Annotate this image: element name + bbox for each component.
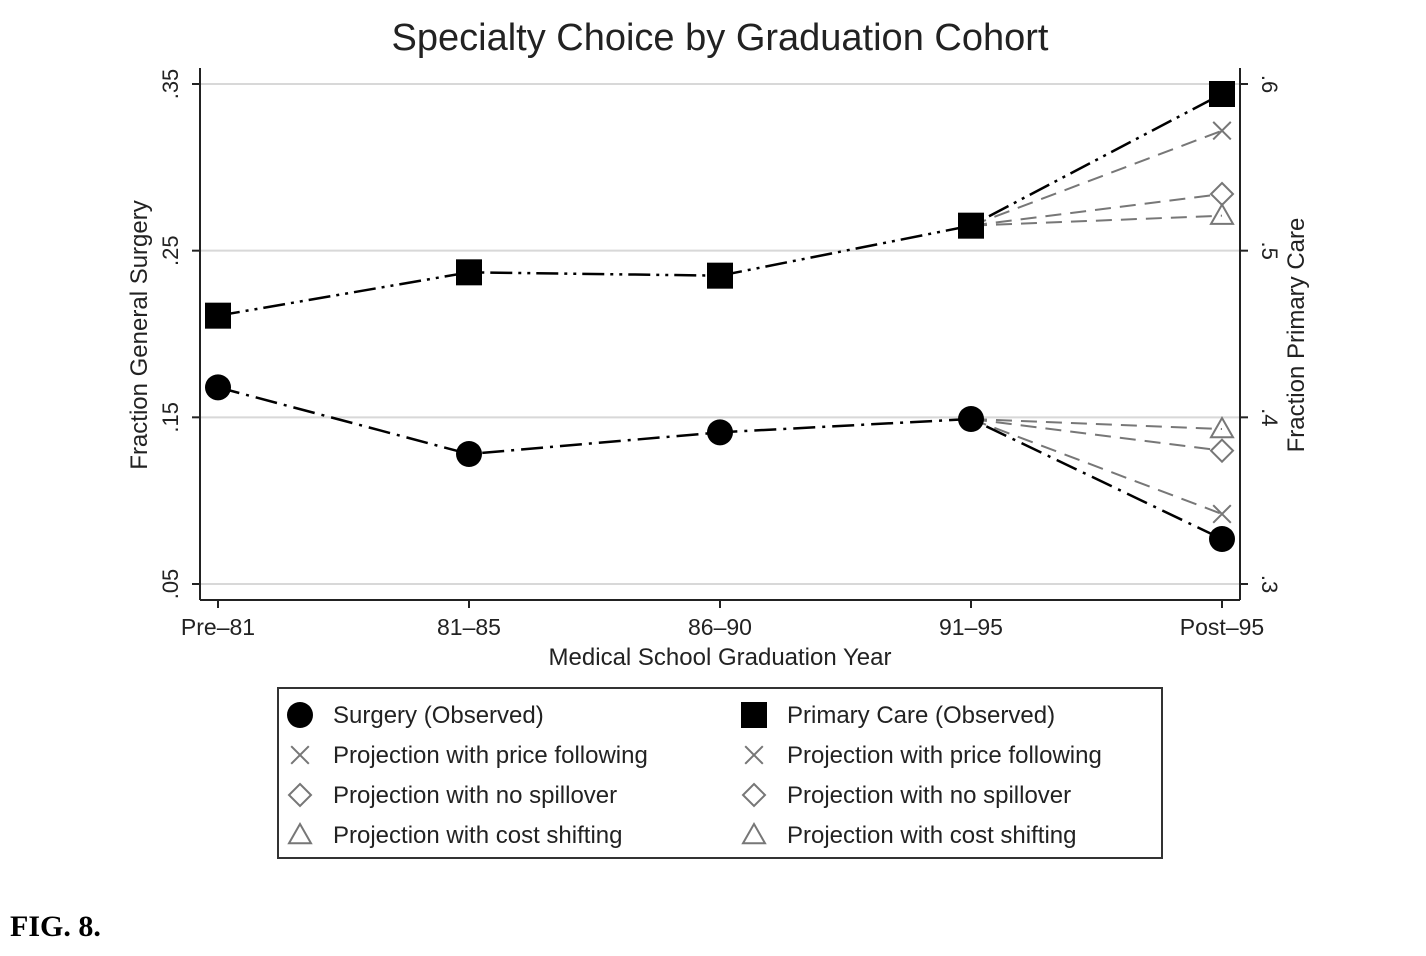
- legend-label: Projection with price following: [787, 742, 1102, 769]
- y-tick-label-right: .4: [1257, 408, 1282, 426]
- series-line: [970, 193, 1223, 227]
- legend-marker-triangle: [741, 821, 767, 845]
- data-point-x: [1212, 504, 1232, 524]
- grid-lines: [200, 83, 1240, 585]
- series-line: [970, 418, 1223, 430]
- legend-label: Surgery (Observed): [333, 702, 544, 729]
- y-tick-label-right: .6: [1257, 75, 1282, 93]
- data-point-square: [456, 259, 482, 286]
- figure-caption: FIG. 8.: [10, 910, 101, 943]
- legend-label: Projection with no spillover: [333, 782, 617, 809]
- legend-box: [277, 687, 1163, 859]
- legend-items: Surgery (Observed) Projection with price …: [287, 702, 1102, 849]
- series-markers: [205, 81, 1235, 552]
- legend-label: Projection with price following: [333, 742, 648, 769]
- data-point-circle: [456, 441, 482, 467]
- y-tick-label-left: .05: [158, 569, 183, 600]
- axes: .05 .15 .25 .35 .3 .4 .5 .6 Pre–81 81–85 86–90 91–9…: [158, 68, 1282, 640]
- legend-label: Projection with cost shifting: [333, 822, 622, 849]
- y-axis-label-left: Fraction General Surgery: [126, 200, 153, 469]
- data-point-square: [205, 302, 231, 329]
- series-line: [970, 418, 1223, 452]
- y-tick-label-left: .15: [158, 402, 183, 433]
- legend-marker-circle: [287, 702, 313, 728]
- data-point-square: [958, 212, 984, 239]
- data-point-diamond: [1209, 181, 1235, 207]
- data-point-diamond: [1209, 438, 1235, 464]
- data-point-triangle: [1209, 415, 1235, 439]
- series-lines: [217, 92, 1223, 541]
- y-tick-label-right: .3: [1257, 575, 1282, 593]
- legend-marker-diamond: [741, 782, 767, 808]
- series-line: [217, 386, 1223, 541]
- legend-marker-x: [290, 745, 310, 765]
- y-tick-label-right: .5: [1257, 241, 1282, 259]
- series-line: [970, 129, 1223, 227]
- data-point-circle: [958, 406, 984, 432]
- series-line: [217, 92, 1223, 317]
- legend-marker-diamond: [287, 782, 313, 808]
- x-tick-label: 86–90: [688, 614, 752, 640]
- x-tick-label: Pre–81: [181, 614, 255, 640]
- x-tick-label: Post–95: [1180, 614, 1264, 640]
- x-axis-label: Medical School Graduation Year: [549, 644, 892, 671]
- series-line: [970, 418, 1223, 515]
- data-point-square: [1209, 81, 1235, 107]
- data-point-circle: [205, 374, 231, 401]
- legend-label: Projection with cost shifting: [787, 822, 1076, 849]
- legend-label: Projection with no spillover: [787, 782, 1071, 809]
- series-line: [970, 214, 1223, 227]
- data-point-square: [707, 262, 733, 289]
- data-point-circle: [1209, 526, 1235, 552]
- data-point-triangle: [1209, 202, 1235, 225]
- x-tick-label: 81–85: [437, 614, 501, 640]
- chart-title: Specialty Choice by Graduation Cohort: [392, 17, 1049, 59]
- data-point-x: [1212, 121, 1232, 141]
- legend-marker-square: [741, 702, 767, 728]
- data-point-circle: [707, 419, 733, 446]
- legend-marker-triangle: [287, 821, 313, 845]
- y-axis-label-right: Fraction Primary Care: [1283, 218, 1310, 453]
- legend-marker-x: [744, 745, 764, 765]
- x-tick-label: 91–95: [939, 614, 1003, 640]
- y-tick-label-left: .35: [158, 69, 183, 100]
- legend-label: Primary Care (Observed): [787, 702, 1055, 729]
- legend: Surgery (Observed) Projection with price …: [277, 687, 1163, 859]
- y-tick-label-left: .25: [158, 235, 183, 266]
